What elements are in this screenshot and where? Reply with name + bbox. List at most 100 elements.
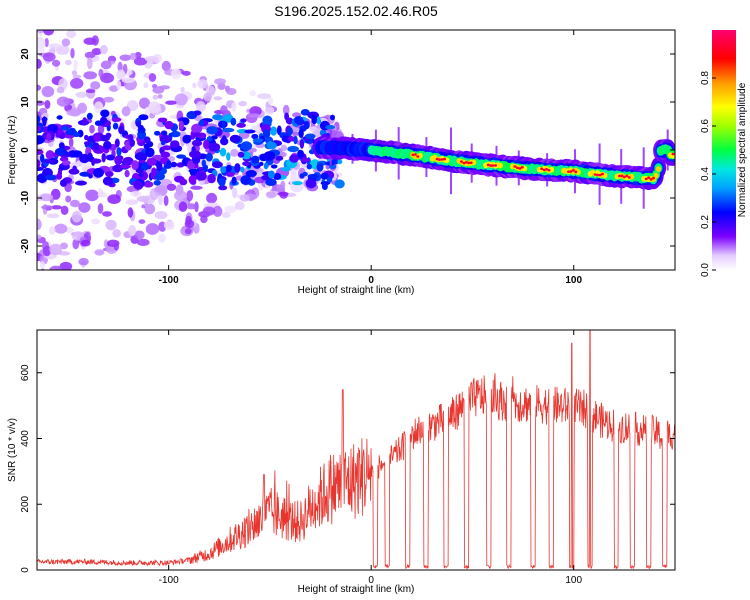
x-tick-label: 100	[565, 575, 582, 586]
spectrogram-noise-blob	[144, 56, 159, 62]
spectrogram-noise-blob	[161, 60, 171, 72]
spectrogram-noise-blob	[99, 44, 108, 55]
spectrogram-ridge-cell	[655, 166, 662, 173]
spectrogram-band-blob	[114, 138, 120, 148]
spectrogram-noise-blob	[42, 245, 52, 257]
spectrogram-band-blob	[189, 150, 201, 159]
spectrogram-noise-blob	[186, 190, 194, 202]
y-tick-label: 200	[20, 495, 31, 512]
spectrogram-band-blob	[207, 173, 216, 184]
spectrogram-noise-blob	[226, 88, 237, 95]
spectrogram-band-blob	[133, 180, 144, 190]
spectrogram-noise-blob	[37, 84, 41, 91]
y-tick-label: -10	[20, 190, 31, 205]
spectrogram-ridge-cell	[644, 177, 648, 181]
spectrogram-noise-blob	[33, 21, 45, 28]
spectrogram-ridge-cell	[601, 172, 604, 176]
spectrogram-noise-blob	[80, 239, 91, 247]
spectrogram-band-blob	[92, 142, 100, 150]
spectrogram-ridge-cell	[520, 166, 524, 169]
spectrogram-noise-blob	[163, 195, 169, 207]
spectrogram-noise-blob	[100, 60, 112, 70]
spectrogram-noise-blob	[37, 15, 43, 25]
spectrogram-noise-blob	[249, 90, 257, 97]
spectrogram-noise-blob	[94, 249, 105, 256]
y-tick-label: 400	[20, 430, 31, 447]
spectrogram-band-blob	[267, 170, 275, 179]
spectrogram-noise-blob	[97, 203, 104, 214]
spectrogram-band-blob	[237, 151, 245, 158]
spectrogram-band-blob	[154, 172, 165, 181]
spectrogram-noise-blob	[65, 226, 74, 234]
spectrogram-band-blob	[40, 153, 45, 163]
spectrogram-band-blob	[229, 134, 241, 143]
spectrogram-band-blob	[192, 132, 202, 138]
spectrogram-band-blob	[57, 128, 63, 136]
spectrogram-band-blob	[58, 142, 65, 150]
spectrogram-noise-blob	[257, 93, 272, 100]
spectrogram-band-blob	[263, 151, 276, 161]
spectrogram-band-blob	[299, 173, 305, 179]
spectrogram-band-blob	[191, 123, 203, 134]
spectrogram-band-blob	[326, 176, 333, 183]
spectrogram-ridge-cell	[471, 159, 477, 166]
spectrogram-noise-blob	[280, 180, 286, 189]
spectrogram-band-blob	[289, 154, 299, 163]
spectrogram-band-blob	[143, 143, 150, 150]
spectrogram-band-blob	[86, 112, 93, 120]
spectrogram-band-blob	[334, 179, 345, 189]
colorbar-tick-label: 0.6	[700, 119, 711, 133]
spectrogram-noise-blob	[136, 195, 150, 202]
spectrogram-noise-blob	[280, 144, 288, 152]
y-tick-label: 10	[20, 96, 31, 108]
spectrogram-ridge-cell	[593, 173, 597, 176]
spectrogram-band-blob	[145, 147, 155, 158]
spectrogram-band-blob	[316, 162, 324, 172]
spectrogram-band-blob	[330, 114, 335, 121]
spectrogram-noise-blob	[184, 219, 195, 229]
spectrogram-band-blob	[230, 117, 237, 126]
spectrogram-band-blob	[276, 125, 282, 136]
spectrogram-band-blob	[94, 120, 102, 126]
spectrogram-noise-blob	[152, 94, 159, 100]
spectrogram-noise-blob	[157, 94, 163, 99]
spectrogram-noise-blob	[39, 193, 53, 202]
spectrogram-noise-blob	[214, 78, 227, 85]
colorbar-gradient	[712, 30, 736, 270]
y-tick-label: 0	[20, 147, 31, 153]
y-tick-label: 600	[20, 364, 31, 381]
spectrogram-band-blob	[103, 140, 112, 150]
spectrogram-noise-blob	[163, 220, 175, 230]
spectrogram-band-blob	[265, 178, 277, 186]
spectrogram-ridge-cell	[435, 157, 439, 161]
spectrogram-noise-blob	[264, 106, 275, 115]
x-tick-label: 0	[368, 575, 374, 586]
spectrogram-ridge-cell	[598, 173, 602, 177]
spectrogram-band-blob	[297, 149, 304, 158]
spectrogram-band-blob	[154, 130, 161, 136]
spectrogram-band-blob	[68, 150, 78, 158]
y-tick-label: 0	[20, 567, 31, 573]
spectrogram-noise-blob	[85, 189, 99, 202]
spectrogram-band-blob	[111, 117, 122, 122]
colorbar-tick-label: 0.8	[700, 71, 711, 85]
spectrogram-band-blob	[294, 116, 304, 125]
spectrogram-noise-blob	[148, 73, 157, 82]
spectrogram-noise-blob	[154, 211, 168, 220]
spectrogram-band-blob	[124, 169, 130, 178]
spectrogram-band-blob	[284, 112, 289, 121]
spectrogram-band-blob	[56, 115, 63, 120]
spectrogram-band-blob	[138, 171, 144, 178]
spectrogram-band-blob	[176, 154, 187, 159]
spectrogram-band-blob	[182, 134, 192, 144]
spectrogram-noise-blob	[170, 68, 182, 80]
spectrogram-band-blob	[44, 174, 57, 181]
spectrogram-noise-blob	[71, 210, 82, 223]
spectrogram-ridge-cell	[489, 164, 493, 167]
spectrogram-noise-blob	[247, 113, 261, 118]
spectrogram-ridge-cell	[460, 160, 463, 163]
spectrogram-ridge-cell	[625, 174, 629, 178]
spectrogram-noise-blob	[97, 124, 105, 135]
spectrogram-ridge-cell	[467, 161, 471, 165]
